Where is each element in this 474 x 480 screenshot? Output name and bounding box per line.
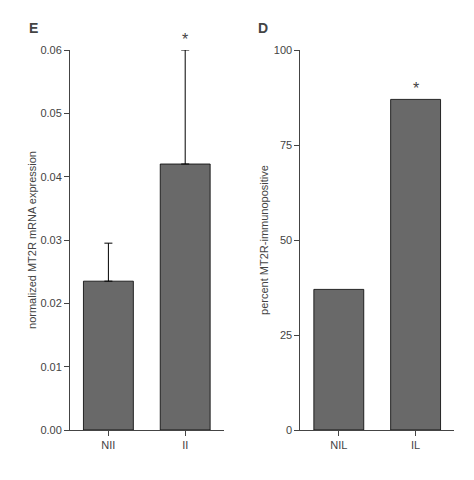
svg-text:25: 25: [280, 329, 292, 341]
svg-text:0.03: 0.03: [40, 234, 61, 246]
svg-text:0.00: 0.00: [40, 424, 61, 436]
svg-text:E: E: [29, 20, 38, 36]
svg-text:0.02: 0.02: [40, 297, 61, 309]
svg-text:0.05: 0.05: [40, 107, 61, 119]
svg-text:50: 50: [280, 234, 292, 246]
svg-text:100: 100: [274, 44, 292, 56]
svg-text:*: *: [182, 31, 188, 48]
svg-text:normalized MT2R mRNA expressio: normalized MT2R mRNA expression: [26, 151, 38, 329]
svg-text:0.06: 0.06: [40, 44, 61, 56]
svg-text:75: 75: [280, 139, 292, 151]
svg-text:D: D: [258, 20, 268, 36]
svg-text:II: II: [182, 439, 188, 451]
svg-text:0.04: 0.04: [40, 171, 61, 183]
svg-text:percent MT2R-immunopositive: percent MT2R-immunopositive: [258, 165, 270, 315]
svg-text:NII: NII: [101, 439, 115, 451]
svg-text:*: *: [413, 80, 419, 97]
svg-text:0.01: 0.01: [40, 361, 61, 373]
svg-text:NIL: NIL: [330, 439, 347, 451]
svg-text:IL: IL: [411, 439, 420, 451]
svg-text:0: 0: [286, 424, 292, 436]
